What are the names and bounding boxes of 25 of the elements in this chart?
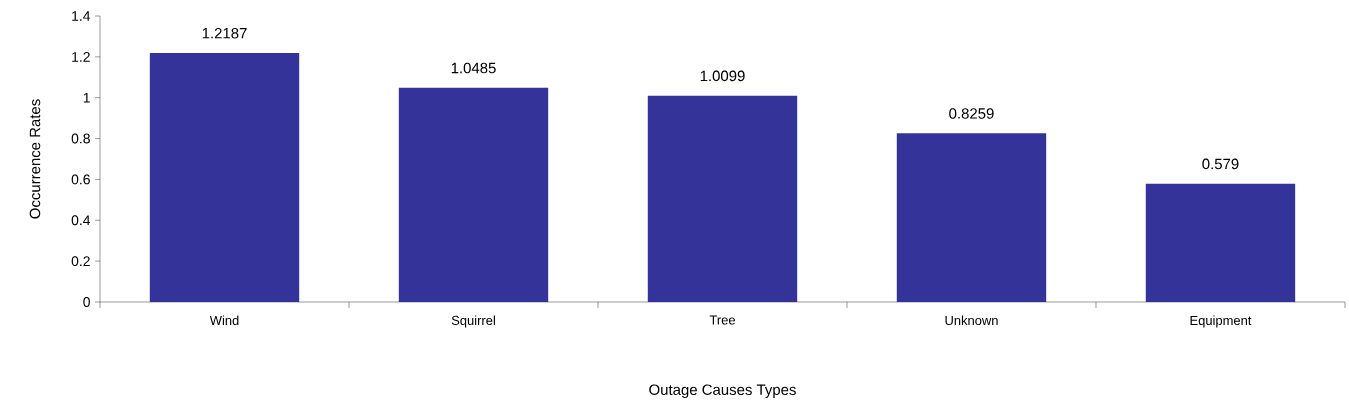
x-tick-label: Tree <box>709 315 735 325</box>
bar <box>149 53 300 302</box>
data-label: 0.8259 <box>949 108 994 119</box>
bar <box>647 95 798 302</box>
data-label: 0.579 <box>1202 158 1239 170</box>
y-tick-label: 1.2 <box>72 51 90 62</box>
y-tick-label: 1.4 <box>72 11 91 21</box>
y-tick-label: 1 <box>83 92 90 103</box>
y-tick-label: 0.8 <box>71 133 90 144</box>
y-tick-label: 0.2 <box>71 256 90 267</box>
bar <box>398 87 549 302</box>
data-label: 1.0099 <box>700 70 745 82</box>
data-label: 1.2187 <box>202 27 247 39</box>
x-tick-label: Equipment <box>1190 315 1252 328</box>
x-axis-title: Outage Causes Types <box>649 384 796 398</box>
y-tick-label: 0.6 <box>71 174 90 185</box>
x-tick-label: Squirrel <box>451 315 495 328</box>
x-tick-label: Wind <box>209 315 239 326</box>
y-axis-title: Occurrence Rates <box>29 99 41 219</box>
data-label: 1.0485 <box>451 62 496 74</box>
bar <box>896 133 1047 302</box>
y-tick-label: 0.4 <box>71 215 91 226</box>
x-tick-label: Unknown <box>945 315 998 326</box>
bar <box>1145 183 1296 302</box>
y-tick-label: 0 <box>83 297 90 307</box>
